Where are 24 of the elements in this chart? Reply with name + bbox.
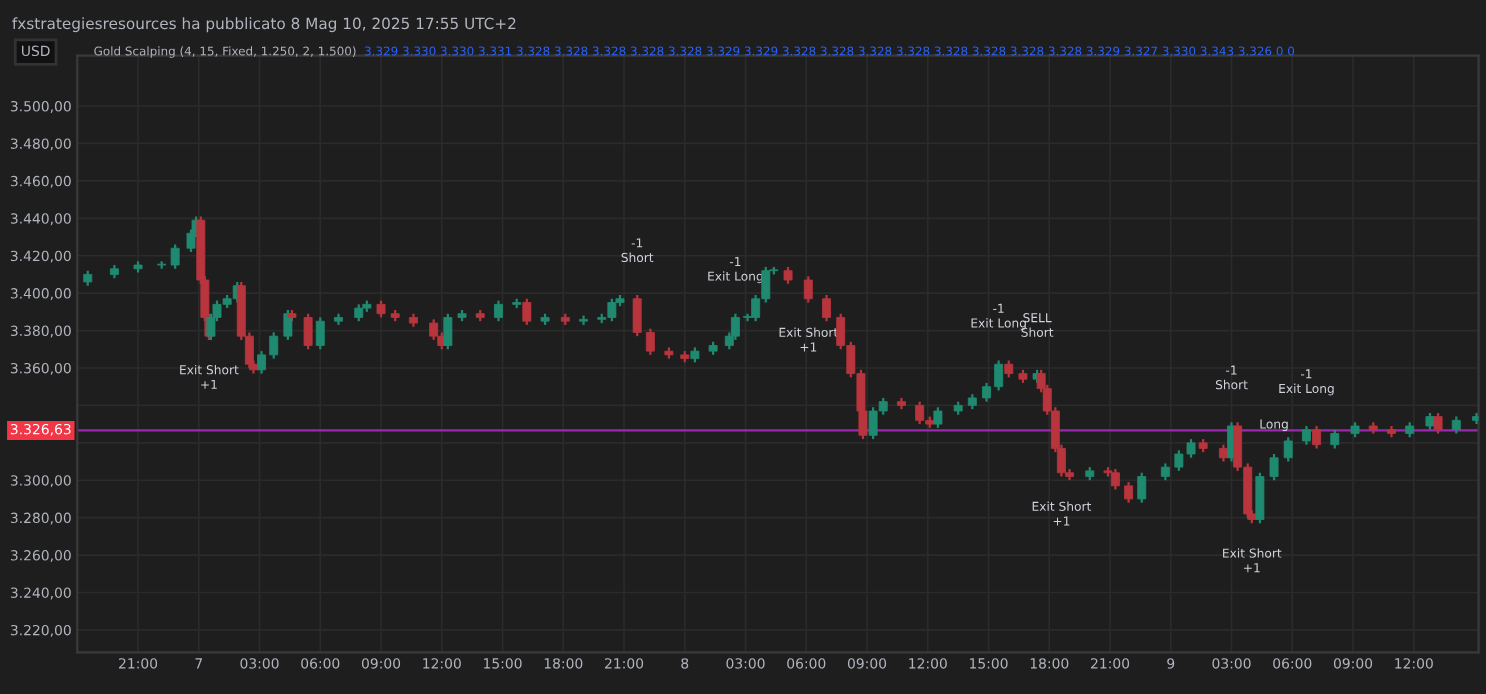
candlestick [1312, 424, 1322, 450]
candlestick [494, 299, 503, 323]
candlestick [186, 228, 196, 254]
candlestick [1124, 480, 1134, 504]
candlestick [1433, 411, 1443, 435]
candlestick [632, 293, 642, 338]
candlestick [1301, 424, 1311, 446]
candlestick [1330, 428, 1340, 450]
candlestick [443, 312, 453, 351]
candlestick [170, 243, 180, 270]
candlestick [1283, 436, 1293, 463]
candlestick [933, 406, 943, 429]
candlestick [1269, 452, 1279, 482]
candlestick [645, 327, 655, 356]
candlestick [803, 275, 813, 304]
candlestick [915, 400, 925, 426]
candlestick [1110, 467, 1120, 491]
candlestick [1255, 471, 1265, 525]
candlestick [429, 318, 439, 342]
candlestick [1137, 471, 1147, 504]
candlestick [315, 316, 325, 351]
candlestick [822, 293, 831, 323]
candlestick [303, 312, 313, 351]
candlestick [522, 297, 532, 327]
